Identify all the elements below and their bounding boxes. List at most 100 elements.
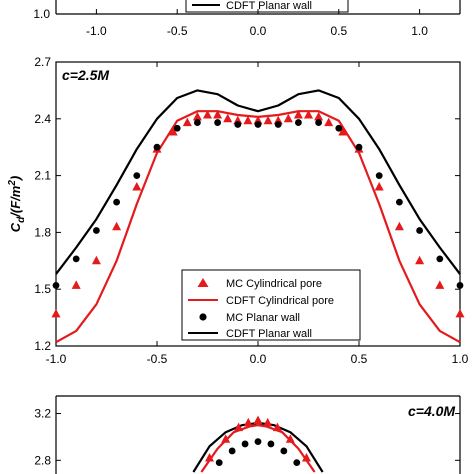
middle-circle-point (375, 172, 383, 180)
legend-mc-planar-marker (199, 313, 207, 321)
middle-circle-point (93, 227, 100, 234)
middle-x-tick-label: -0.5 (147, 352, 168, 366)
legend-box (181, 269, 361, 341)
bottom-triangle-point (263, 417, 273, 427)
middle-triangle-point (223, 113, 233, 123)
middle-x-ticks: -1.0 -0.5 0.0 0.5 1.0 (46, 62, 469, 366)
middle-circle-point (194, 119, 201, 126)
bottom-triangle-point (301, 452, 311, 462)
middle-x-tick-label: -1.0 (46, 352, 67, 366)
middle-triangle-point (243, 115, 253, 125)
middle-triangle-point (192, 111, 202, 121)
middle-x-tick-label: 0.0 (250, 352, 267, 366)
middle-x-tick-label: 1.0 (452, 352, 469, 366)
middle-triangle-point (455, 308, 465, 318)
top-legend-label: CDFT Planar wall (226, 0, 312, 12)
bottom-triangle-point (221, 434, 231, 443)
bottom-circle-point (254, 438, 262, 445)
middle-circle-point (274, 121, 282, 128)
middle-circle-point (355, 143, 363, 151)
middle-triangle-point (91, 255, 101, 265)
bottom-y-tick-label: 3.2 (34, 407, 51, 421)
legend-cdft-planar-label: CDFT Planar wall (226, 328, 312, 340)
middle-circle-point (214, 119, 222, 126)
legend-mc-cylindrical-marker (197, 278, 209, 287)
middle-circle-point (335, 124, 343, 132)
middle-y-tick-label: 1.2 (34, 339, 51, 353)
bottom-panel-label: c=4.0M (408, 403, 455, 419)
middle-circle-point (456, 282, 464, 289)
middle-circle-point (295, 119, 302, 126)
top-x-tick-label: -1.0 (86, 24, 107, 38)
bottom-triangle-point (234, 422, 244, 432)
middle-circle-point (234, 121, 242, 128)
top-x-tick-label: 0.5 (330, 24, 347, 38)
middle-panel: c=2.5M 1.2 1.5 1.8 2.1 2.4 2.7 -1.0 -0.5 0.0 0.5… (7, 55, 469, 366)
top-x-ticks: -1.0 -0.5 0.0 0.5 1.0 (86, 9, 428, 38)
middle-triangle-point (374, 181, 384, 191)
middle-circle-point (113, 198, 120, 206)
bottom-circle-point (280, 447, 288, 455)
top-y-tick-label: 1.0 (33, 7, 50, 21)
middle-y-tick-label: 2.7 (34, 55, 51, 69)
middle-circle-point (52, 282, 60, 289)
middle-circle-point (416, 227, 423, 234)
bottom-triangle-point (205, 452, 215, 462)
middle-triangle-point (132, 181, 142, 191)
middle-triangle-point (293, 110, 303, 119)
middle-triangle-point (314, 111, 324, 121)
bottom-triangle-point (285, 434, 295, 443)
legend-cdft-cylindrical-label: CDFT Cylindrical pore (226, 295, 334, 307)
middle-triangle-point (263, 115, 273, 125)
top-x-tick-label: -0.5 (167, 24, 188, 38)
middle-circle-point (72, 255, 80, 263)
middle-circle-point (396, 198, 403, 206)
middle-triangle-point (435, 280, 445, 289)
bottom-circle-point (228, 447, 236, 455)
middle-triangle-point (203, 110, 212, 119)
bottom-line-cdft-planar-wall (192, 421, 324, 473)
middle-circle-point (153, 143, 161, 151)
bottom-panel: c=4.0M 2.8 3.2 (34, 395, 461, 474)
top-panel: 1.0 CDFT Planar wall -1.0 -0.5 0.0 0.5 1.0 (33, 0, 461, 38)
y-axis-title: Cd/(F/m2) (7, 176, 27, 232)
middle-triangle-point (394, 221, 404, 231)
bottom-circle-point (241, 440, 249, 448)
middle-y-tick-label: 1.5 (34, 282, 51, 296)
middle-y-ticks: 1.2 1.5 1.8 2.1 2.4 2.7 (34, 55, 460, 353)
top-x-tick-label: 0.0 (250, 24, 267, 38)
middle-y-axis-title: Cd/(F/m2) (7, 176, 27, 232)
middle-triangle-point (415, 255, 425, 265)
middle-triangle-point (324, 117, 334, 127)
middle-triangle-point (51, 308, 61, 318)
middle-series (51, 89, 465, 344)
middle-triangle-point (168, 127, 178, 136)
middle-x-tick-label: 0.5 (351, 352, 368, 366)
bottom-triangle-point (253, 415, 263, 425)
bottom-triangle-point (243, 417, 253, 427)
middle-triangle-point (71, 280, 81, 289)
top-legend-box (185, 0, 349, 13)
bottom-line-cdft-cylindrical-pore (200, 424, 316, 473)
middle-y-tick-label: 1.8 (34, 225, 51, 239)
bottom-y-ticks: 2.8 3.2 (34, 407, 460, 467)
bottom-series (192, 415, 324, 473)
legend-mc-cylindrical-label: MC Cylindrical pore (226, 278, 322, 290)
middle-circle-point (436, 255, 444, 263)
middle-triangle-point (283, 113, 293, 123)
middle-triangle-point (304, 110, 313, 119)
bottom-y-tick-label: 2.8 (34, 453, 51, 467)
legend-mc-planar-label: MC Planar wall (226, 312, 300, 324)
bottom-circle-point (267, 440, 275, 448)
middle-line-cdft-planar-wall (55, 89, 461, 275)
bottom-circle-point (215, 459, 223, 467)
top-x-tick-label: 1.0 (411, 24, 428, 38)
bottom-triangle-point (272, 422, 282, 432)
middle-legend: MC Cylindrical pore CDFT Cylindrical por… (181, 269, 361, 341)
middle-circle-point (173, 124, 181, 132)
middle-y-tick-label: 2.1 (34, 169, 51, 183)
middle-panel-label: c=2.5M (62, 67, 109, 83)
middle-triangle-point (213, 110, 223, 119)
middle-triangle-point (182, 117, 192, 127)
